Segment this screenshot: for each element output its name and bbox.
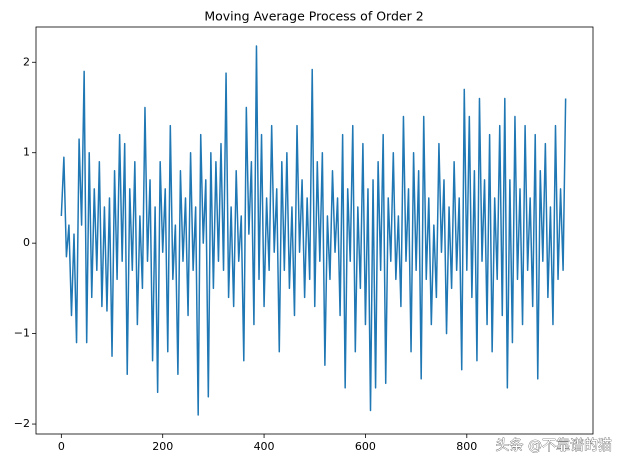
x-tick-label: 0	[58, 440, 65, 453]
y-tick-label: 0	[23, 236, 30, 249]
plot-frame	[35, 26, 594, 435]
y-tick-label: −2	[14, 417, 30, 430]
x-tick-label: 800	[456, 440, 477, 453]
x-tick-label: 200	[152, 440, 173, 453]
y-tick-label: 1	[23, 146, 30, 159]
y-tick-label: 2	[23, 55, 30, 68]
x-tick-label: 600	[355, 440, 376, 453]
watermark: 头条 @不靠谱的猫	[496, 437, 612, 454]
x-tick-label: 400	[254, 440, 275, 453]
y-tick-label: −1	[14, 327, 30, 340]
chart-title: Moving Average Process of Order 2	[204, 9, 423, 24]
data-line	[60, 45, 567, 416]
